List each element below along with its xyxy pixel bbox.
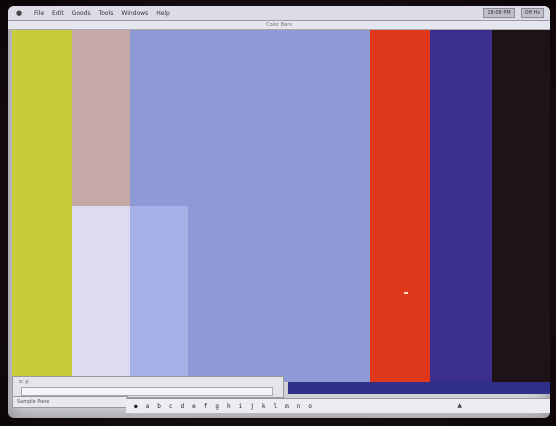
toolbar-tool-j[interactable]: j <box>250 402 254 410</box>
toolbar-tool-a[interactable]: a <box>145 402 150 410</box>
color-bar-indigo <box>430 30 492 382</box>
menu-bar-right: 18:08 PM Off Hs <box>483 8 544 18</box>
arrow-icon[interactable]: ▲ <box>457 402 462 409</box>
menu-windows[interactable]: Windows <box>121 9 149 17</box>
color-bar-red <box>370 30 430 382</box>
menu-bar: ● File Edit Goods Tools Windows Help 18:… <box>8 6 550 21</box>
toolbar-tool-l[interactable]: l <box>273 402 278 410</box>
menu-file[interactable]: File <box>34 9 45 17</box>
toolbar-tool-f[interactable]: f <box>203 402 208 410</box>
window-title[interactable]: Color Bars <box>8 21 550 30</box>
color-overlay-lightblue <box>130 206 188 382</box>
coordinates-panel: x: y: <box>12 376 284 398</box>
toolbar-tool-m[interactable]: m <box>285 402 289 410</box>
toolbar-tool-n[interactable]: n <box>296 402 301 410</box>
status-pane: Sample Pane <box>12 396 128 408</box>
color-bars-canvas[interactable] <box>12 30 550 382</box>
clock-indicator[interactable]: 18:08 PM <box>483 8 515 18</box>
cursor-marker <box>404 292 408 294</box>
progress-bar <box>288 382 550 394</box>
toolbar-tool-d[interactable]: d <box>180 402 185 410</box>
toolbar-tool-o[interactable]: o <box>308 402 312 410</box>
color-bar-black <box>492 30 550 382</box>
toolbar-tool-k[interactable]: k <box>261 402 266 410</box>
toolbar-bullet-icon[interactable]: ● <box>134 402 138 410</box>
menu-edit[interactable]: Edit <box>52 9 64 17</box>
apple-logo-icon[interactable]: ● <box>16 9 23 17</box>
menu-help[interactable]: Help <box>156 9 170 17</box>
screen: ● File Edit Goods Tools Windows Help 18:… <box>8 6 550 418</box>
menu-tools[interactable]: Tools <box>98 9 114 17</box>
coordinates-label: x: y: <box>19 379 30 385</box>
toolbar-tool-e[interactable]: e <box>192 402 196 410</box>
toolbar-tool-b[interactable]: b <box>157 402 161 410</box>
bottom-toolbar: ● a b c d e f g h i j k l m n o ▲ <box>126 398 550 413</box>
toolbar-tool-c[interactable]: c <box>168 402 173 410</box>
color-overlay-white <box>72 206 130 382</box>
toolbar-tool-i[interactable]: i <box>238 402 243 410</box>
color-bar-yellow <box>12 30 72 382</box>
toolbar-tool-g[interactable]: g <box>215 402 219 410</box>
toolbar-tool-h[interactable]: h <box>227 402 231 410</box>
menu-goods[interactable]: Goods <box>71 9 91 17</box>
coordinates-field[interactable] <box>21 387 273 396</box>
app-indicator[interactable]: Off Hs <box>520 8 544 18</box>
